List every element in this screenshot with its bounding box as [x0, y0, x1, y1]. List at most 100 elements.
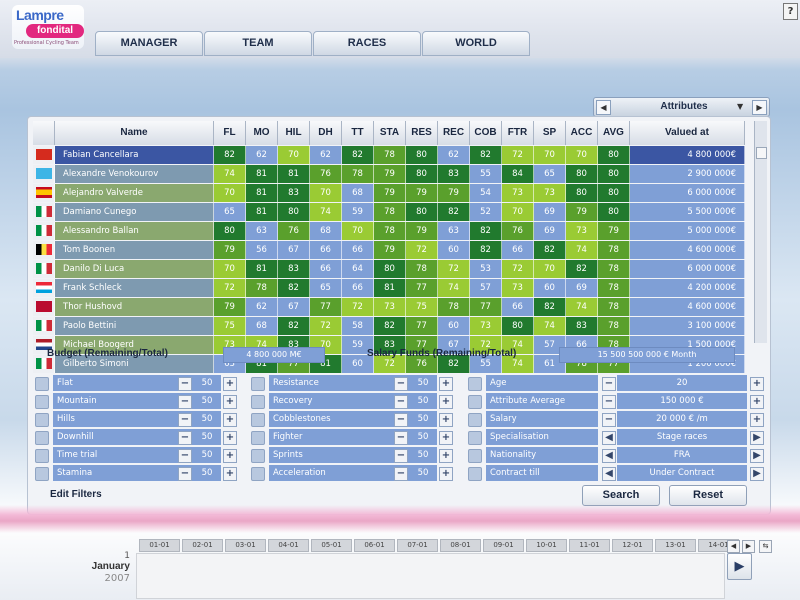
calendar-next-button[interactable]: ▶ — [742, 540, 755, 553]
filter-checkbox[interactable] — [35, 431, 49, 445]
filter-decrement-button[interactable]: − — [178, 377, 192, 391]
filter-increment-button[interactable]: + — [223, 431, 237, 445]
column-header-sta[interactable]: STA — [374, 121, 406, 145]
calendar-date[interactable]: 05-01 — [311, 539, 352, 552]
filter-checkbox[interactable] — [468, 431, 482, 445]
table-scrollbar[interactable] — [754, 121, 767, 343]
attributes-dropdown[interactable]: ◀ Attributes ▼ ▶ — [593, 97, 770, 117]
filter-checkbox[interactable] — [251, 413, 265, 427]
filter-prev-button[interactable]: ◀ — [602, 431, 616, 445]
column-header-acc[interactable]: ACC — [566, 121, 598, 145]
calendar-date[interactable]: 02-01 — [182, 539, 223, 552]
calendar-date[interactable]: 07-01 — [397, 539, 438, 552]
filter-decrement-button[interactable]: − — [394, 467, 408, 481]
filter-prev-button[interactable]: ◀ — [602, 449, 616, 463]
table-row[interactable]: Gilberto Simoni 63 81 77 81 60 72 76 82 55 74 61 78 7… — [33, 355, 745, 373]
column-header-hil[interactable]: HIL — [278, 121, 310, 145]
calendar-date[interactable]: 11-01 — [569, 539, 610, 552]
rider-name[interactable]: Alejandro Valverde — [55, 184, 214, 202]
column-header-res[interactable]: RES — [406, 121, 438, 145]
table-row[interactable]: Tom Boonen 79 56 67 66 66 79 72 60 82 66 82 74 78 4 60… — [33, 241, 745, 259]
rider-name[interactable]: Thor Hushovd — [55, 298, 214, 316]
filter-increment-button[interactable]: + — [223, 413, 237, 427]
filter-increment-button[interactable]: + — [223, 395, 237, 409]
filter-decrement-button[interactable]: − — [394, 431, 408, 445]
filter-decrement-button[interactable]: − — [394, 449, 408, 463]
filter-checkbox[interactable] — [35, 413, 49, 427]
filter-prev-button[interactable]: ◀ — [602, 467, 616, 481]
filter-increment-button[interactable]: + — [750, 413, 764, 427]
filter-checkbox[interactable] — [35, 467, 49, 481]
column-header-rec[interactable]: REC — [438, 121, 470, 145]
filter-checkbox[interactable] — [468, 413, 482, 427]
calendar-date[interactable]: 10-01 — [526, 539, 567, 552]
table-row[interactable]: Damiano Cunego 65 81 80 74 59 78 80 82 52 70 69 79 80… — [33, 203, 745, 221]
filter-next-button[interactable]: ▶ — [750, 449, 764, 463]
tab-races[interactable]: RACES — [313, 31, 421, 56]
filter-next-button[interactable]: ▶ — [750, 431, 764, 445]
table-row[interactable]: Paolo Bettini 75 68 82 72 58 82 77 60 73 80 74 83 78 3… — [33, 317, 745, 335]
filter-decrement-button[interactable]: − — [394, 395, 408, 409]
table-row[interactable]: Alexandre Venokourov 74 81 81 76 78 79 80 83 55 84… — [33, 165, 745, 183]
table-row[interactable]: Alessandro Ballan 80 63 76 68 70 78 79 63 82 76 69 7… — [33, 222, 745, 240]
filter-decrement-button[interactable]: − — [178, 431, 192, 445]
rider-name[interactable]: Gilberto Simoni — [55, 355, 214, 373]
attributes-next-button[interactable]: ▶ — [752, 100, 767, 115]
rider-name[interactable]: Tom Boonen — [55, 241, 214, 259]
table-row[interactable]: Alejandro Valverde 70 81 83 70 68 79 79 79 54 73 73… — [33, 184, 745, 202]
column-header-valued-at[interactable]: Valued at — [630, 121, 745, 145]
filter-checkbox[interactable] — [251, 449, 265, 463]
tab-manager[interactable]: MANAGER — [95, 31, 203, 56]
advance-day-button[interactable]: ▶ — [727, 553, 752, 580]
search-button[interactable]: Search — [582, 485, 660, 506]
filter-increment-button[interactable]: + — [223, 467, 237, 481]
filter-decrement-button[interactable]: − — [178, 449, 192, 463]
rider-name[interactable]: Michael Boogerd — [55, 336, 214, 354]
filter-decrement-button[interactable]: − — [178, 467, 192, 481]
filter-checkbox[interactable] — [35, 395, 49, 409]
filter-decrement-button[interactable]: − — [602, 377, 616, 391]
filter-increment-button[interactable]: + — [439, 431, 453, 445]
table-row[interactable]: Fabian Cancellara 82 62 70 62 82 78 80 62 82 72 70 7… — [33, 146, 745, 164]
column-header-tt[interactable]: TT — [342, 121, 374, 145]
calendar-date[interactable]: 08-01 — [440, 539, 481, 552]
table-row[interactable]: Thor Hushovd 79 62 67 77 72 73 75 78 77 66 82 74 78 4 … — [33, 298, 745, 316]
filter-next-button[interactable]: ▶ — [750, 467, 764, 481]
calendar-date[interactable]: 04-01 — [268, 539, 309, 552]
rider-name[interactable]: Fabian Cancellara — [55, 146, 214, 164]
flag-column-header[interactable] — [33, 121, 55, 145]
filter-decrement-button[interactable]: − — [178, 413, 192, 427]
rider-name[interactable]: Paolo Bettini — [55, 317, 214, 335]
filter-checkbox[interactable] — [251, 467, 265, 481]
help-button[interactable]: ? — [783, 3, 798, 20]
filter-checkbox[interactable] — [251, 395, 265, 409]
column-header-fl[interactable]: FL — [214, 121, 246, 145]
attributes-prev-button[interactable]: ◀ — [596, 100, 611, 115]
filter-decrement-button[interactable]: − — [602, 395, 616, 409]
column-header-ftr[interactable]: FTR — [502, 121, 534, 145]
tab-team[interactable]: TEAM — [204, 31, 312, 56]
calendar-date[interactable]: 03-01 — [225, 539, 266, 552]
rider-name[interactable]: Damiano Cunego — [55, 203, 214, 221]
tab-world[interactable]: WORLD — [422, 31, 530, 56]
rider-name[interactable]: Alessandro Ballan — [55, 222, 214, 240]
filter-checkbox[interactable] — [251, 377, 265, 391]
filter-increment-button[interactable]: + — [439, 449, 453, 463]
filter-checkbox[interactable] — [468, 377, 482, 391]
filter-increment-button[interactable]: + — [439, 395, 453, 409]
table-row[interactable]: Frank Schleck 72 78 82 65 66 81 77 74 57 73 60 69 78 4… — [33, 279, 745, 297]
rider-name[interactable]: Danilo Di Luca — [55, 260, 214, 278]
reset-button[interactable]: Reset — [669, 485, 747, 506]
rider-name[interactable]: Alexandre Venokourov — [55, 165, 214, 183]
filter-checkbox[interactable] — [251, 431, 265, 445]
filter-decrement-button[interactable]: − — [178, 395, 192, 409]
filter-decrement-button[interactable]: − — [394, 413, 408, 427]
filter-decrement-button[interactable]: − — [602, 413, 616, 427]
filter-increment-button[interactable]: + — [750, 377, 764, 391]
rider-name[interactable]: Frank Schleck — [55, 279, 214, 297]
calendar-date[interactable]: 01-01 — [139, 539, 180, 552]
edit-filters-label[interactable]: Edit Filters — [50, 489, 102, 500]
column-header-cob[interactable]: COB — [470, 121, 502, 145]
chevron-down-icon[interactable]: ▼ — [737, 102, 744, 111]
filter-increment-button[interactable]: + — [439, 467, 453, 481]
